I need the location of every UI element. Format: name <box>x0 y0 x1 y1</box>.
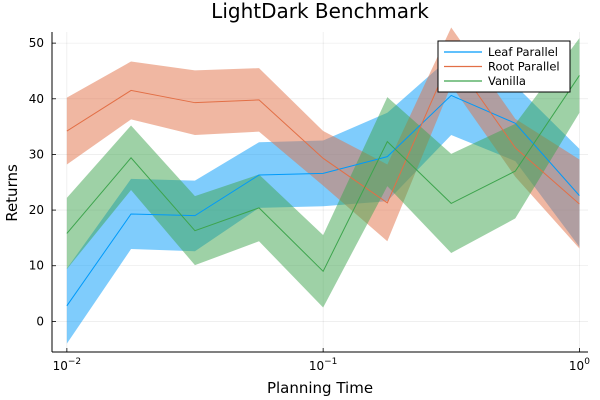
x-tick-label-0: 10−2 <box>53 357 82 373</box>
band-leaf-parallel <box>66 56 580 344</box>
y-ticks: 0 10 20 30 40 50 <box>29 36 56 328</box>
y-tick-label-0: 0 <box>36 314 44 328</box>
x-axis-label: Planning Time <box>267 379 373 397</box>
y-tick-label-1: 10 <box>29 259 44 273</box>
y-axis-label: Returns <box>3 164 21 222</box>
legend-label-leaf-parallel: Leaf Parallel <box>488 45 558 59</box>
axes <box>51 32 588 353</box>
series-lines <box>66 55 580 307</box>
y-tick-label-5: 50 <box>29 36 44 50</box>
legend-label-vanilla: Vanilla <box>488 74 526 88</box>
chart-title: LightDark Benchmark <box>211 0 429 23</box>
band-vanilla <box>66 38 580 308</box>
x-tick-label-2: 100 <box>569 357 590 373</box>
line-leaf-parallel <box>66 94 580 307</box>
y-tick-label-2: 20 <box>29 203 44 217</box>
x-tick-label-1: 10−1 <box>309 357 338 373</box>
x-ticks: 10−2 10−1 100 <box>53 348 590 373</box>
y-tick-label-4: 40 <box>29 92 44 106</box>
line-vanilla <box>66 75 580 273</box>
legend-label-root-parallel: Root Parallel <box>488 60 560 74</box>
y-tick-label-3: 30 <box>29 147 44 161</box>
line-root-parallel <box>66 55 580 205</box>
